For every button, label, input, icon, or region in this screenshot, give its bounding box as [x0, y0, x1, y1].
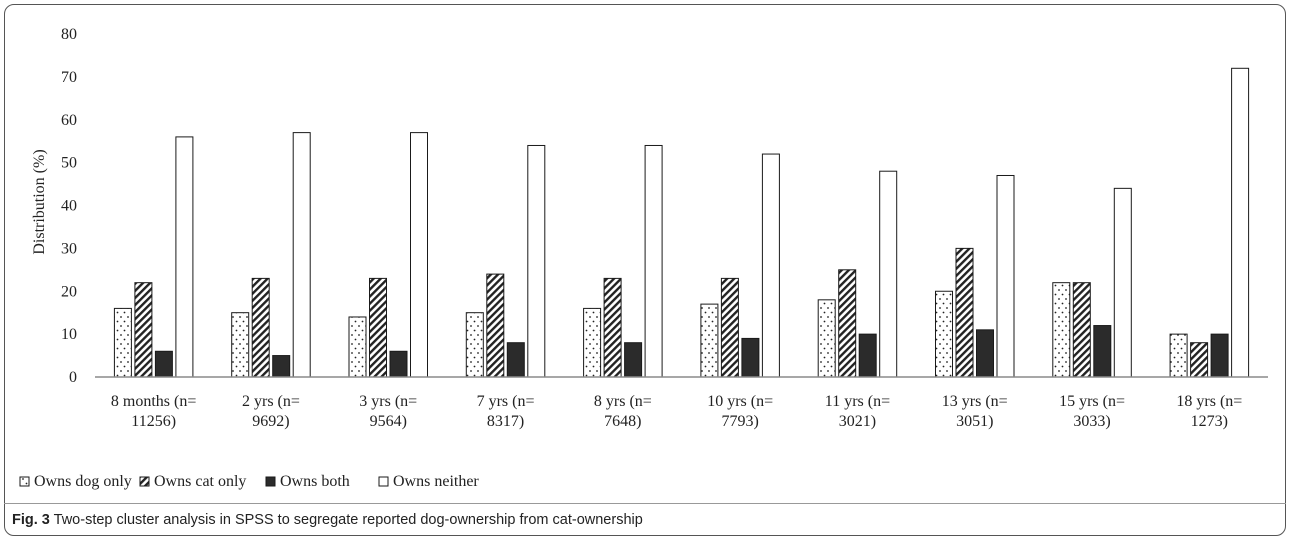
bar-dots — [113, 307, 132, 378]
x-tick-label: 7 yrs (n= — [477, 393, 535, 410]
bar-empty — [175, 136, 194, 378]
x-axis-labels: 8 months (n= 11256) 2 yrs (n= 9692) 3 yrs (n… — [111, 393, 1242, 430]
bar-solid — [976, 329, 994, 378]
bar-empty — [1231, 67, 1250, 378]
caption-text: Two-step cluster analysis in SPSS to seg… — [49, 512, 643, 528]
y-tick-label: 50 — [61, 155, 77, 172]
bar-diagonal — [838, 269, 857, 378]
y-tick-label: 0 — [69, 369, 77, 386]
bar-diagonal — [1072, 282, 1091, 378]
x-tick-label: 3033) — [1073, 413, 1110, 430]
bar-solid — [389, 350, 408, 378]
bar-dots — [583, 307, 602, 378]
bar-dots — [1169, 333, 1188, 378]
x-tick-label: 3021) — [839, 413, 876, 430]
y-tick-label: 10 — [61, 326, 77, 343]
x-tick-label: 11 yrs (n= — [825, 393, 890, 410]
figure-caption: Fig. 3 Two-step cluster analysis in SPSS… — [12, 512, 643, 528]
legend-label: Owns both — [280, 473, 350, 490]
bar-diagonal — [955, 247, 974, 378]
x-tick-label: 8 months (n= — [111, 393, 196, 410]
bar-empty — [527, 144, 546, 378]
y-tick-label: 30 — [61, 240, 77, 257]
bar-diagonal — [486, 273, 505, 378]
y-tick-label: 80 — [61, 26, 77, 43]
bar-empty — [761, 153, 780, 378]
bar-empty — [410, 132, 428, 378]
bar-diagonal — [369, 277, 387, 378]
x-tick-label: 15 yrs (n= — [1059, 393, 1125, 410]
bar-dots — [817, 299, 836, 378]
x-tick-label: 18 yrs (n= — [1176, 393, 1242, 410]
x-tick-label: 8 yrs (n= — [594, 393, 652, 410]
y-tick-label: 70 — [61, 69, 77, 86]
bar-solid — [272, 355, 291, 378]
legend-label: Owns neither — [393, 473, 479, 490]
legend-label: Owns dog only — [34, 473, 132, 490]
legend-label: Owns cat only — [154, 473, 246, 490]
legend-swatch-solid — [265, 476, 276, 487]
bar-empty — [292, 132, 311, 378]
y-axis-ticks: 0 10 20 30 40 50 60 70 80 — [61, 26, 77, 386]
x-tick-label: 7793) — [721, 413, 758, 430]
bar-diagonal — [134, 282, 153, 378]
legend-swatch-diagonal — [139, 476, 150, 487]
y-axis-label: Distribution (%) — [31, 149, 48, 254]
y-tick-label: 60 — [61, 112, 77, 129]
x-tick-label: 9564) — [370, 413, 407, 430]
legend: Owns dog only Owns cat only Owns both Owns … — [19, 473, 479, 490]
bar-empty — [996, 174, 1015, 378]
legend-swatch-dots — [19, 476, 30, 487]
bar-solid — [506, 342, 525, 378]
x-tick-label: 2 yrs (n= — [242, 393, 300, 410]
x-tick-label: 10 yrs (n= — [707, 393, 773, 410]
x-tick-label: 7648) — [604, 413, 641, 430]
bar-empty — [1113, 187, 1132, 378]
bar-empty — [644, 144, 663, 378]
bar-solid — [154, 350, 173, 378]
bar-dots — [1052, 282, 1071, 378]
bar-diagonal — [603, 277, 622, 378]
bar-solid — [1093, 325, 1112, 378]
bar-dots — [231, 312, 250, 378]
bar-dots — [935, 290, 953, 378]
x-tick-label: 1273) — [1191, 413, 1228, 430]
x-tick-label: 13 yrs (n= — [942, 393, 1008, 410]
x-tick-label: 3051) — [956, 413, 993, 430]
bar-diagonal — [251, 277, 270, 378]
bars — [113, 67, 1250, 378]
x-tick-label: 3 yrs (n= — [359, 393, 417, 410]
bar-chart: Distribution (%) 0 10 20 30 40 50 60 70 80 8 mon… — [19, 26, 1268, 490]
x-tick-label: 11256) — [131, 413, 176, 430]
bar-diagonal — [720, 277, 739, 378]
bar-empty — [879, 170, 898, 378]
bar-solid — [1210, 333, 1229, 378]
caption-divider — [4, 503, 1286, 504]
legend-swatch-empty — [378, 476, 389, 487]
bar-dots — [348, 316, 367, 378]
caption-label: Fig. 3 — [12, 512, 50, 528]
bar-dots — [465, 312, 484, 378]
bar-diagonal — [1190, 342, 1209, 378]
x-tick-label: 9692) — [252, 413, 289, 430]
bar-solid — [624, 342, 643, 378]
bar-solid — [741, 337, 760, 378]
y-tick-label: 20 — [61, 283, 77, 300]
y-tick-label: 40 — [61, 198, 77, 215]
bar-dots — [700, 303, 719, 378]
bar-solid — [858, 333, 877, 378]
x-tick-label: 8317) — [487, 413, 524, 430]
